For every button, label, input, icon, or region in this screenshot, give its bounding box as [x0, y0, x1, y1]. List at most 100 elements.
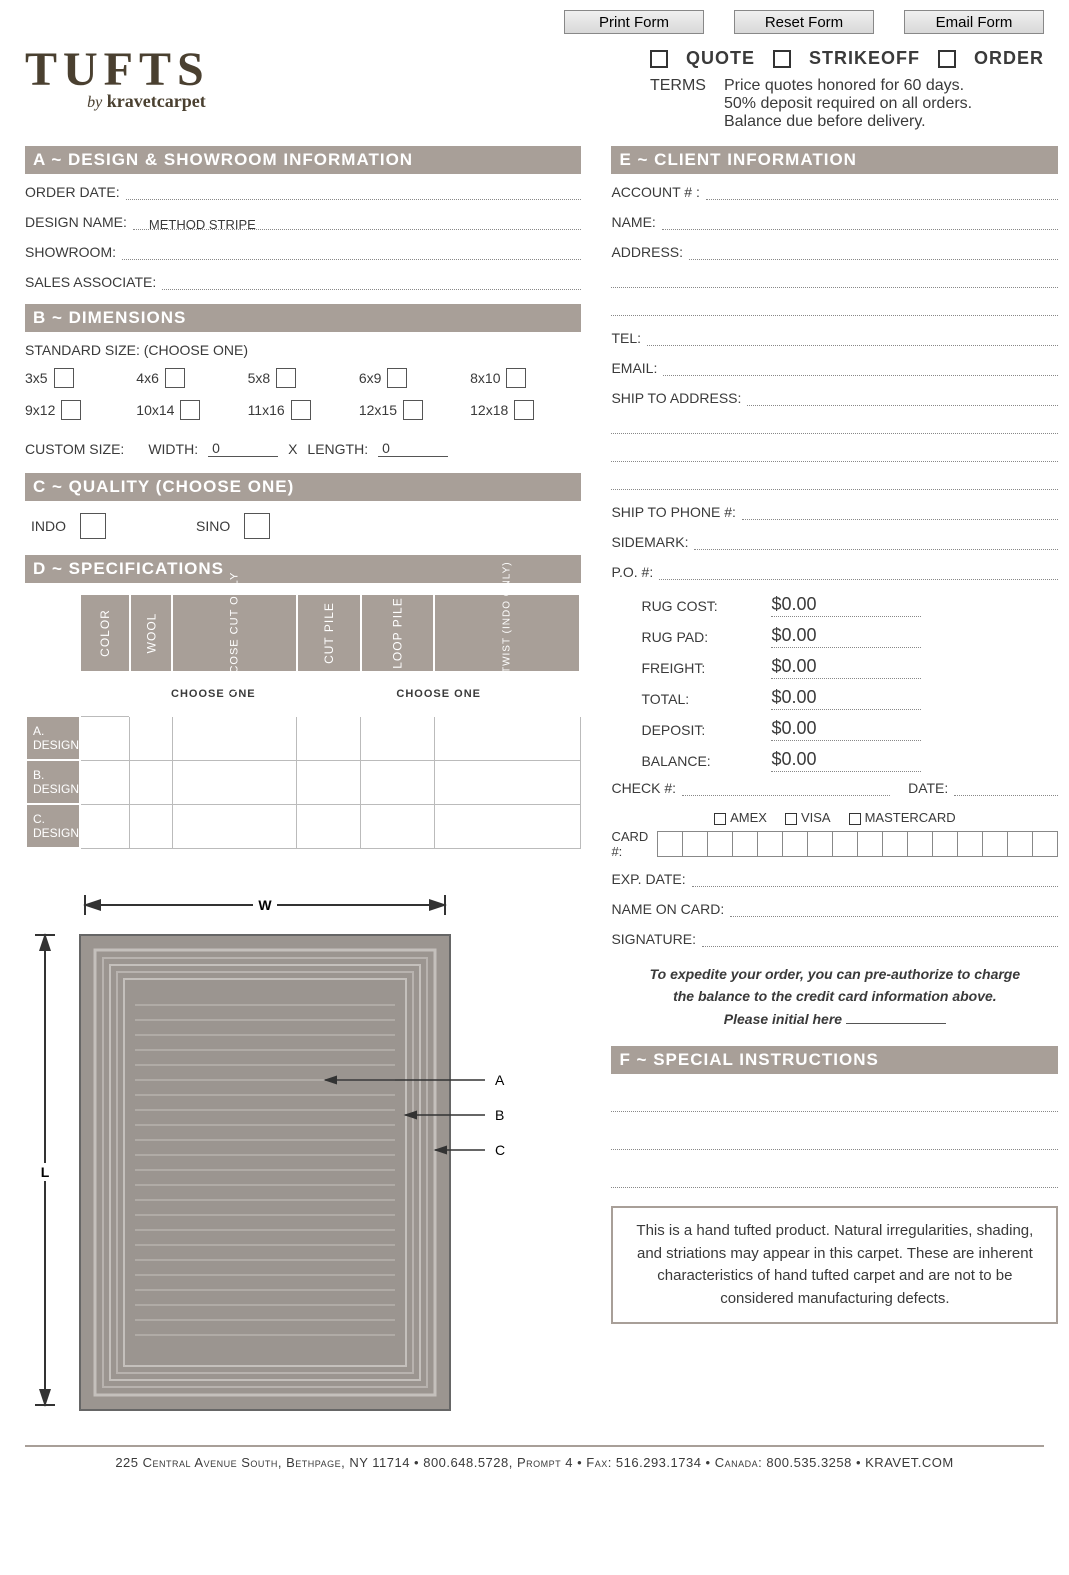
col-hightwist: HIGH TWIST (INDO ONLY) — [502, 561, 513, 705]
section-d-header: D ~ SPECIFICATIONS — [25, 555, 581, 583]
rug-pad-value[interactable]: $0.00 — [771, 625, 921, 648]
address-field[interactable] — [689, 246, 1058, 260]
signature-field[interactable] — [702, 933, 1058, 947]
logo-by: by — [87, 94, 102, 111]
diagram-w-label: W — [258, 897, 272, 913]
cell-c-loop[interactable] — [361, 804, 434, 848]
ship-addr-line3[interactable] — [611, 448, 1058, 462]
email-button[interactable]: Email Form — [904, 10, 1044, 34]
deposit-value[interactable]: $0.00 — [771, 718, 921, 741]
strikeoff-label: STRIKEOFF — [809, 48, 920, 69]
std-size-label: STANDARD SIZE: (CHOOSE ONE) — [25, 342, 581, 358]
size-3x5-checkbox[interactable] — [54, 368, 74, 388]
instructions-line1[interactable] — [611, 1098, 1058, 1112]
expedite-line2: the balance to the credit card informati… — [611, 985, 1058, 1007]
cell-b-twist[interactable] — [434, 760, 580, 804]
card-number-grid[interactable] — [658, 831, 1058, 857]
sino-label: SINO — [196, 518, 230, 534]
deposit-label: DEPOSIT: — [641, 722, 771, 738]
cell-b-cut[interactable] — [297, 760, 361, 804]
freight-value[interactable]: $0.00 — [771, 656, 921, 679]
mc-checkbox[interactable] — [849, 813, 861, 825]
diagram-c-label: C — [495, 1142, 505, 1158]
instructions-line3[interactable] — [611, 1174, 1058, 1188]
total-value[interactable]: $0.00 — [771, 687, 921, 710]
cell-a-viscose[interactable] — [172, 716, 297, 760]
cell-c-viscose[interactable] — [172, 804, 297, 848]
size-6x9-checkbox[interactable] — [387, 368, 407, 388]
rug-cost-value[interactable]: $0.00 — [771, 594, 921, 617]
size-4x6-checkbox[interactable] — [165, 368, 185, 388]
check-date-field[interactable] — [954, 782, 1058, 796]
amex-checkbox[interactable] — [714, 813, 726, 825]
width-label: WIDTH: — [148, 441, 198, 457]
name-on-card-label: NAME ON CARD: — [611, 901, 724, 917]
print-button[interactable]: Print Form — [564, 10, 704, 34]
strikeoff-checkbox[interactable] — [773, 50, 791, 68]
order-checkbox[interactable] — [938, 50, 956, 68]
address-line2[interactable] — [611, 274, 1058, 288]
size-9x12-checkbox[interactable] — [61, 400, 81, 420]
cell-c-cut[interactable] — [297, 804, 361, 848]
size-8x10-checkbox[interactable] — [506, 368, 526, 388]
exp-label: EXP. DATE: — [611, 871, 685, 887]
cell-a-wool[interactable] — [130, 716, 173, 760]
ship-addr-label: SHIP TO ADDRESS: — [611, 390, 741, 406]
check-field[interactable] — [682, 782, 890, 796]
cell-c-twist[interactable] — [434, 804, 580, 848]
cell-a-color[interactable] — [80, 716, 130, 760]
logo: TUFTS by kravetcarpet — [25, 42, 210, 112]
cell-b-viscose[interactable] — [172, 760, 297, 804]
cell-b-color[interactable] — [80, 760, 130, 804]
initial-field[interactable] — [846, 1023, 946, 1024]
instructions-line2[interactable] — [611, 1136, 1058, 1150]
email-field[interactable] — [663, 362, 1058, 376]
cell-c-wool[interactable] — [130, 804, 173, 848]
expedite-line1: To expedite your order, you can pre-auth… — [611, 963, 1058, 985]
reset-button[interactable]: Reset Form — [734, 10, 874, 34]
po-label: P.O. #: — [611, 564, 653, 580]
name-field[interactable] — [662, 216, 1059, 230]
quote-checkbox[interactable] — [650, 50, 668, 68]
sales-assoc-field[interactable] — [162, 276, 581, 290]
design-name-field[interactable]: METHOD STRIPE — [133, 216, 582, 230]
cell-a-loop[interactable] — [361, 716, 434, 760]
size-12x15-checkbox[interactable] — [403, 400, 423, 420]
width-field[interactable]: 0 — [208, 440, 278, 457]
col-wool: WOOL — [144, 613, 158, 654]
size-10x14-checkbox[interactable] — [180, 400, 200, 420]
ship-addr-line2[interactable] — [611, 420, 1058, 434]
length-label: LENGTH: — [307, 441, 368, 457]
ship-phone-field[interactable] — [742, 506, 1058, 520]
size-5x8-checkbox[interactable] — [276, 368, 296, 388]
cell-c-color[interactable] — [80, 804, 130, 848]
address-line3[interactable] — [611, 302, 1058, 316]
cell-a-cut[interactable] — [297, 716, 361, 760]
cell-b-loop[interactable] — [361, 760, 434, 804]
account-field[interactable] — [706, 186, 1058, 200]
cell-a-twist[interactable] — [434, 716, 580, 760]
size-10x14-label: 10x14 — [136, 402, 174, 418]
size-6x9-label: 6x9 — [359, 370, 382, 386]
exp-field[interactable] — [692, 873, 1059, 887]
visa-checkbox[interactable] — [785, 813, 797, 825]
showroom-field[interactable] — [122, 246, 581, 260]
section-c-header: C ~ QUALITY (CHOOSE ONE) — [25, 473, 581, 501]
order-date-field[interactable] — [126, 186, 582, 200]
sino-checkbox[interactable] — [244, 513, 270, 539]
ship-addr-field[interactable] — [747, 392, 1058, 406]
sidemark-field[interactable] — [694, 536, 1058, 550]
balance-value[interactable]: $0.00 — [771, 749, 921, 772]
cell-b-wool[interactable] — [130, 760, 173, 804]
size-12x18-checkbox[interactable] — [514, 400, 534, 420]
length-field[interactable]: 0 — [378, 440, 448, 457]
name-on-card-field[interactable] — [730, 903, 1058, 917]
col-viscose: VISCOSE CUT ONLY — [229, 572, 241, 695]
ship-addr-line4[interactable] — [611, 476, 1058, 490]
po-field[interactable] — [659, 566, 1058, 580]
size-11x16-checkbox[interactable] — [291, 400, 311, 420]
design-name-label: DESIGN NAME: — [25, 214, 127, 230]
indo-checkbox[interactable] — [80, 513, 106, 539]
tel-field[interactable] — [647, 332, 1058, 346]
address-label: ADDRESS: — [611, 244, 683, 260]
